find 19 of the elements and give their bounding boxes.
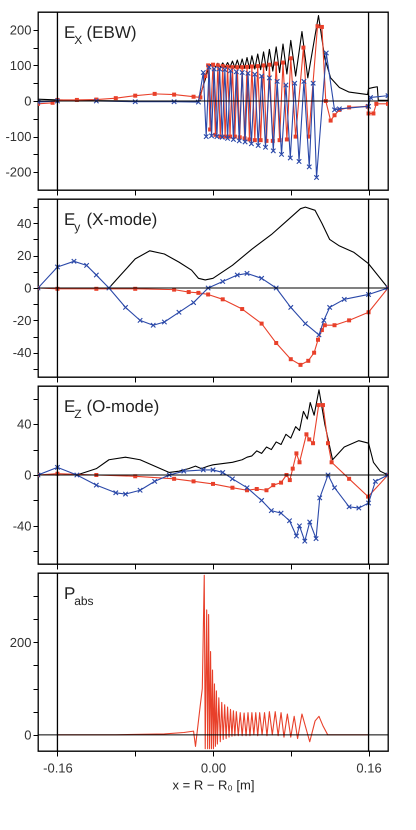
y-tick-label: 0: [24, 727, 32, 742]
y-tick-label: -20: [12, 312, 32, 328]
y-tick-label: -100: [5, 129, 32, 144]
y-tick-label: 0: [24, 94, 32, 108]
y-tick-label: 40: [17, 216, 32, 231]
x-tick-label: -0.16: [43, 760, 73, 776]
x-axis-title: x = R − R₀ [m]: [172, 778, 254, 792]
y-tick-label: 0: [24, 468, 32, 482]
y-tick-label: 20: [17, 248, 32, 264]
y-tick-label: 40: [17, 416, 32, 432]
y-tick-label: -40: [12, 345, 32, 360]
y-tick-label: 200: [10, 634, 32, 650]
y-tick-label: 100: [10, 58, 32, 73]
y-tick-label: -200: [5, 164, 32, 180]
x-tick-label: 0.16: [356, 760, 382, 776]
x-tick-label: 0.00: [200, 760, 226, 776]
y-tick-label: 200: [10, 22, 32, 38]
y-tick-label: -40: [12, 518, 32, 534]
y-tick-label: 0: [24, 280, 32, 296]
